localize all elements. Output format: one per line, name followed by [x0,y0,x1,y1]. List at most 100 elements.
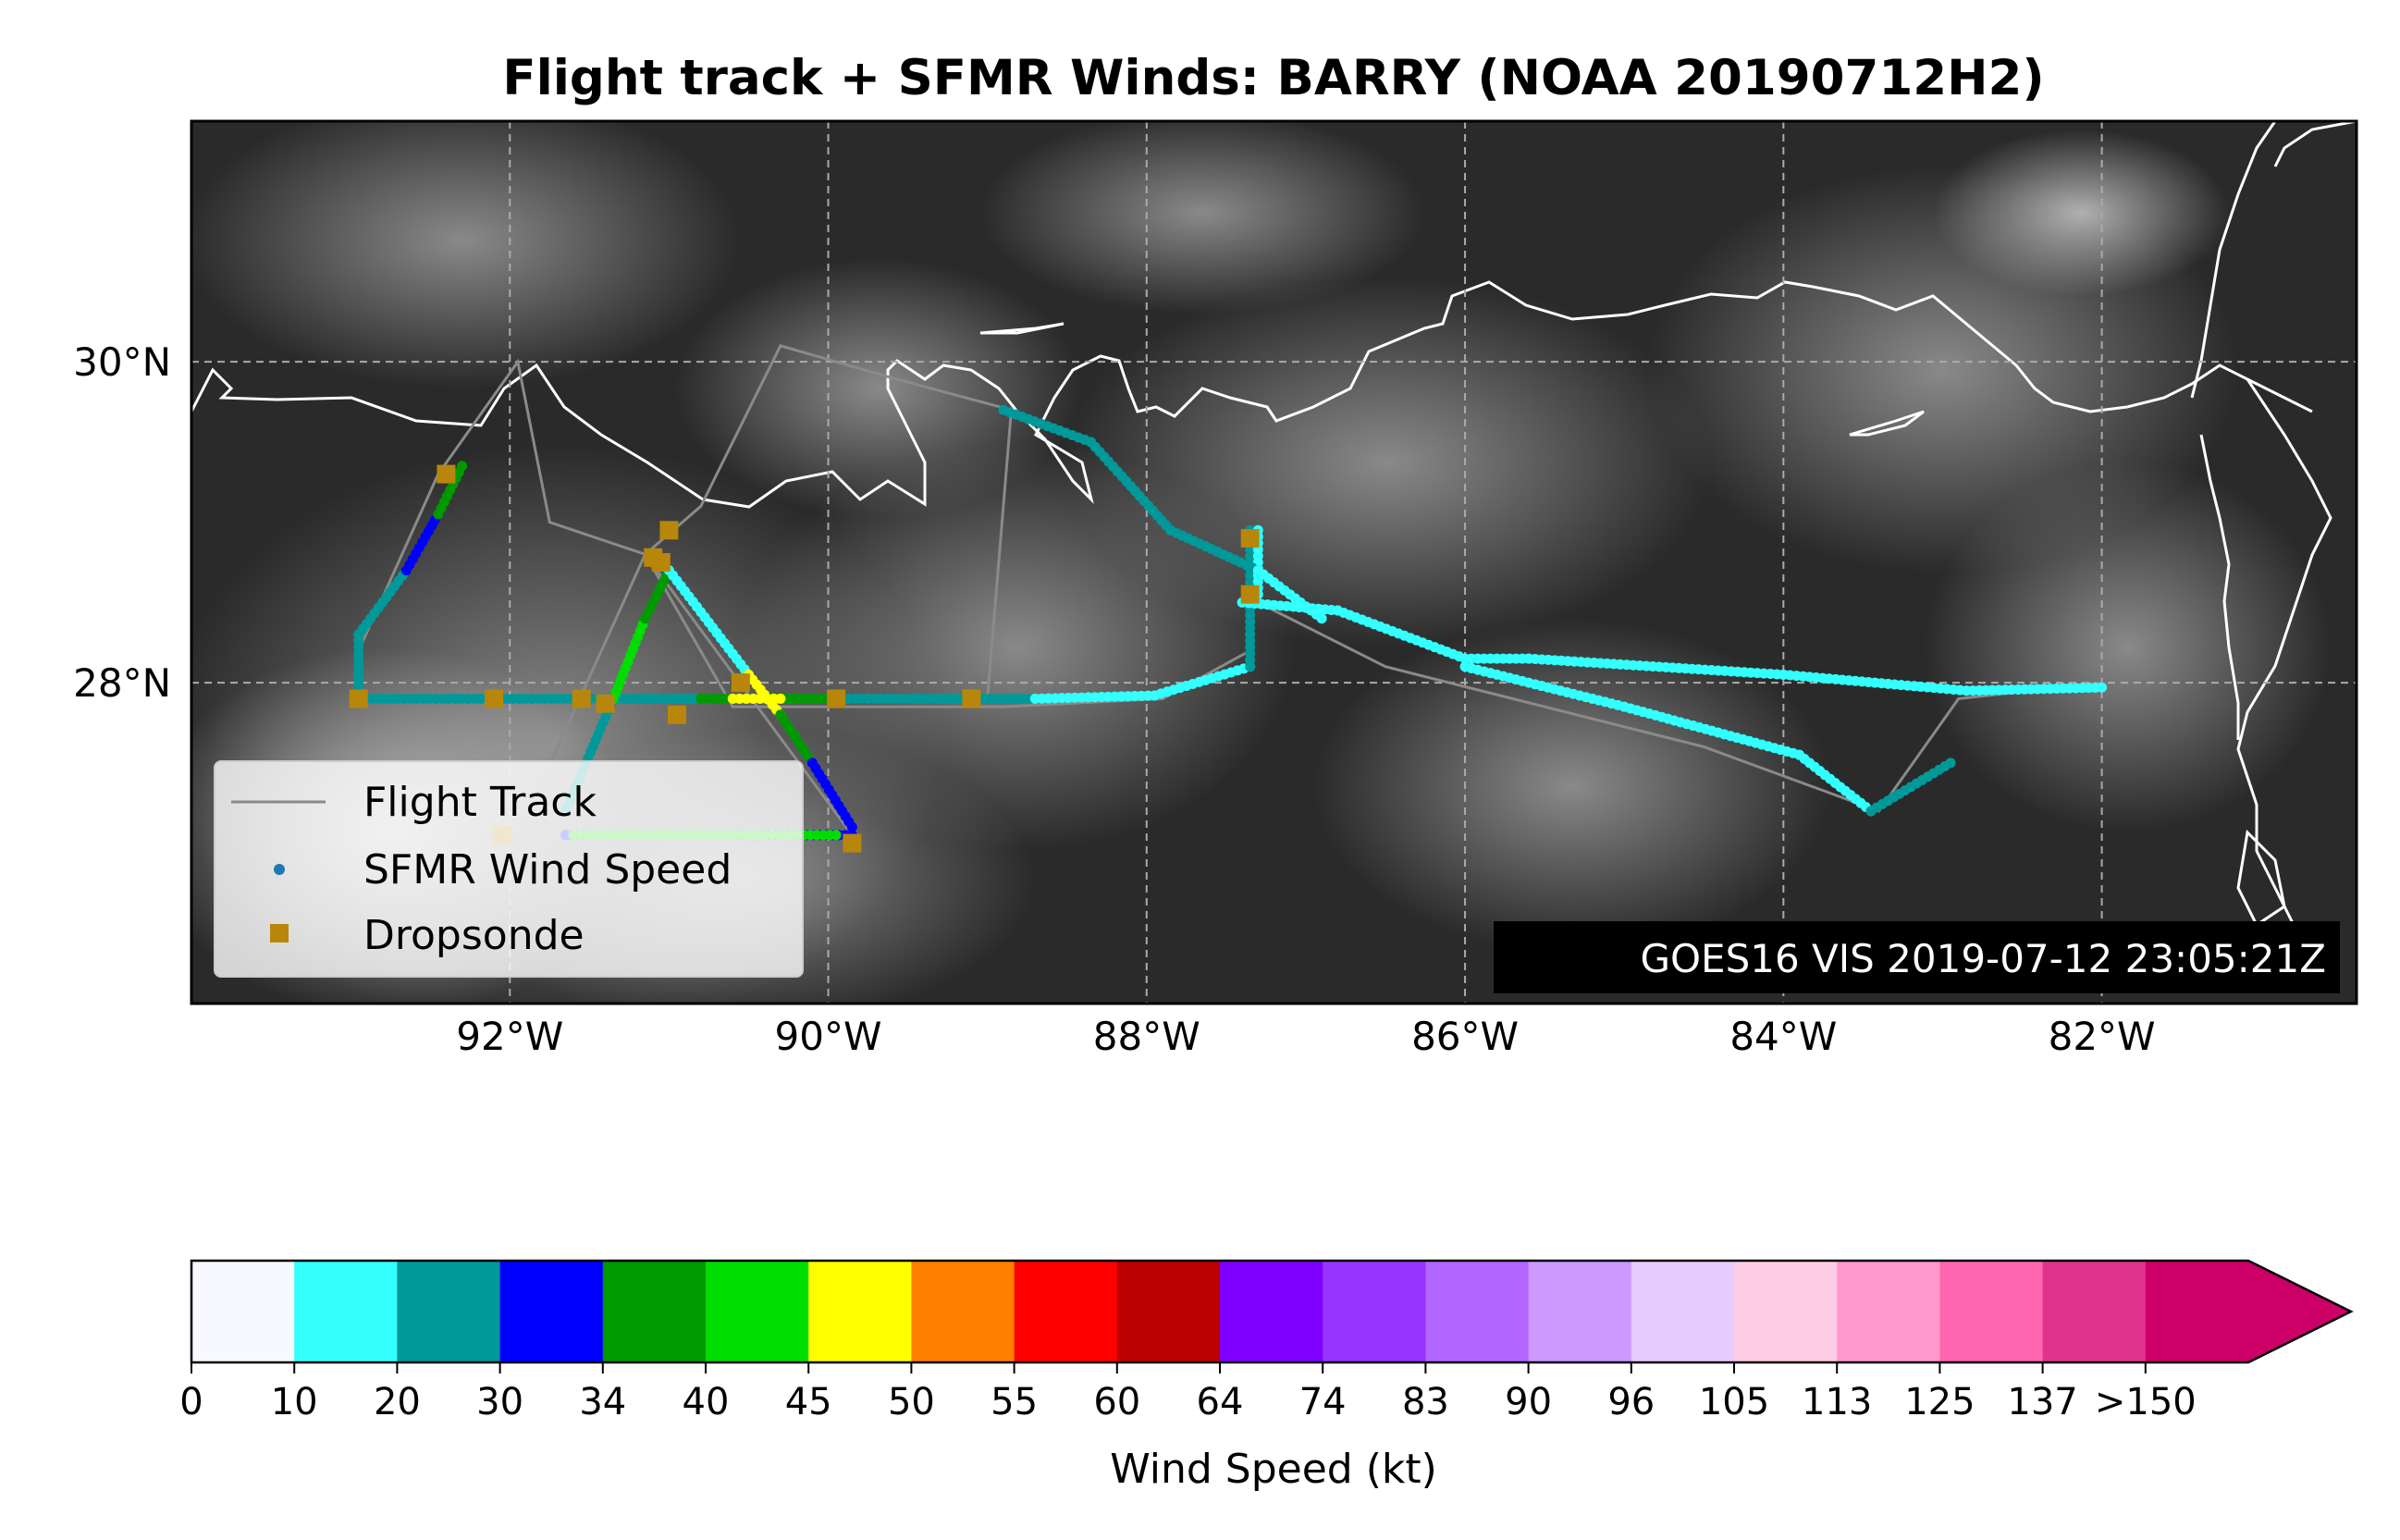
colorbar: 0 10 20 30 34 40 45 50 55 60 64 74 83 90 96 105 113 125 13… [179,1259,2354,1423]
figure-title: Flight track + SFMR Winds: BARRY (NOAA 2… [502,50,2044,106]
sfmr-point [1945,758,1956,769]
legend: Flight Track SFMR Wind Speed Dropsonde [214,760,804,978]
colorbar-swatch [1425,1261,1530,1362]
map-grid [191,121,2357,1004]
colorbar-extend-arrow [2248,1261,2351,1362]
dropsonde-marker [572,689,591,708]
sfmr-point [1316,613,1327,624]
colorbar-swatch [191,1261,295,1362]
colorbar-tick-label: 55 [991,1381,1038,1423]
colorbar-swatch [499,1261,604,1362]
dropsonde-marker [843,833,862,853]
colorbar-tick-label: 83 [1402,1381,1449,1423]
lon-tick-label: 92°W [456,1014,563,1059]
dropsonde-marker [668,705,687,724]
lon-tick-label: 90°W [775,1014,882,1059]
colorbar-swatch [1014,1261,1118,1362]
dropsonde-marker [651,553,671,572]
colorbar-tick-label: 20 [374,1381,421,1423]
dropsonde-marker [1240,528,1260,548]
colorbar-swatch [1220,1261,1323,1362]
coastline [191,121,2357,963]
legend-sfmr-label: SFMR Wind Speed [363,846,732,893]
colorbar-tick-label: 74 [1299,1381,1347,1423]
dropsonde-marker [1240,585,1260,604]
legend-track-label: Flight Track [363,779,597,826]
lon-tick-label: 84°W [1729,1014,1837,1059]
colorbar-tick-label: 30 [476,1381,523,1423]
lat-tick-label: 28°N [73,660,171,706]
sfmr-point [2097,682,2108,693]
colorbar-tick-label: 45 [785,1381,832,1423]
colorbar-swatch [706,1261,809,1362]
sfmr-segment [1618,701,1805,760]
legend-box [214,760,804,978]
sfmr-segment [1961,682,2108,696]
colorbar-tick-label: 34 [579,1381,626,1423]
satellite-label-box: GOES16 VIS 2019-07-12 23:05:21Z [1494,921,2340,993]
lon-tick-label: 82°W [2049,1014,2156,1059]
sfmr-segment [1459,653,1534,664]
colorbar-swatch [1939,1261,2044,1362]
map-frame [190,119,2358,1005]
sfmr-segment [1237,597,1343,616]
legend-sfmr-swatch [274,864,285,875]
colorbar-swatch [1631,1261,1735,1362]
sfmr-segment [775,709,818,769]
sfmr-wind-layer [353,404,2108,841]
colorbar-tick-label: 60 [1093,1381,1140,1423]
colorbar-swatch [1323,1261,1426,1362]
legend-drop-swatch [270,924,289,942]
sfmr-segment [1332,605,1471,664]
sfmr-segment [1165,524,1263,576]
sfmr-segment [1523,653,1789,680]
sfmr-point [831,830,842,841]
colorbar-tick-label: 64 [1197,1381,1244,1423]
colorbar-swatch [808,1261,912,1362]
dropsonde-marker [485,689,504,708]
colorbar-swatch [397,1261,501,1362]
colorbar-tick-label: 90 [1505,1381,1552,1423]
sfmr-point [457,461,468,472]
dropsonde-layer [349,464,1260,853]
colorbar-tick-label: 96 [1607,1381,1655,1423]
dropsonde-marker [659,521,679,540]
sfmr-segment [1029,690,1160,704]
colorbar-tick-label: 50 [888,1381,935,1423]
map-area: Flight Track SFMR Wind Speed Dropsonde G… [191,121,2357,1004]
dropsonde-marker [962,689,981,708]
colorbar-tick-label: 113 [1802,1381,1872,1423]
dropsonde-marker [437,464,456,484]
colorbar-swatch [1528,1261,1632,1362]
dropsonde-marker [596,694,615,713]
axis-ticks: 92°W 90°W 88°W 86°W 84°W 82°W 30°N 28°N [73,339,2155,1059]
sfmr-segment [1865,758,1956,817]
colorbar-swatch [1116,1261,1221,1362]
colorbar-frame [190,1259,2354,1364]
colorbar-tick-label: 125 [1904,1381,1975,1423]
colorbar-swatch [2042,1261,2147,1362]
colorbar-swatch [1734,1261,1838,1362]
colorbar-tick-label: 0 [179,1381,203,1423]
colorbar-swatch [1837,1261,1940,1362]
colorbar-swatch [2145,1261,2249,1362]
satellite-label: GOES16 VIS 2019-07-12 23:05:21Z [1640,936,2326,981]
dropsonde-marker [827,689,846,708]
lon-tick-label: 86°W [1411,1014,1519,1059]
colorbar-tick-label: 137 [2007,1381,2077,1423]
sfmr-point [775,693,786,704]
lat-tick-label: 30°N [73,339,171,385]
sfmr-segment [1149,661,1256,701]
colorbar-swatch [602,1261,707,1362]
colorbar-tick-label: 10 [271,1381,318,1423]
colorbar-swatch [911,1261,1015,1362]
legend-drop-label: Dropsonde [363,912,585,959]
sfmr-point [846,821,857,832]
lon-tick-label: 88°W [1093,1014,1200,1059]
colorbar-swatch [294,1261,398,1362]
colorbar-label: Wind Speed (kt) [1110,1446,1437,1493]
colorbar-tick-label: 105 [1699,1381,1769,1423]
colorbar-tick-label: >150 [2095,1381,2197,1423]
sfmr-segment [806,758,857,832]
